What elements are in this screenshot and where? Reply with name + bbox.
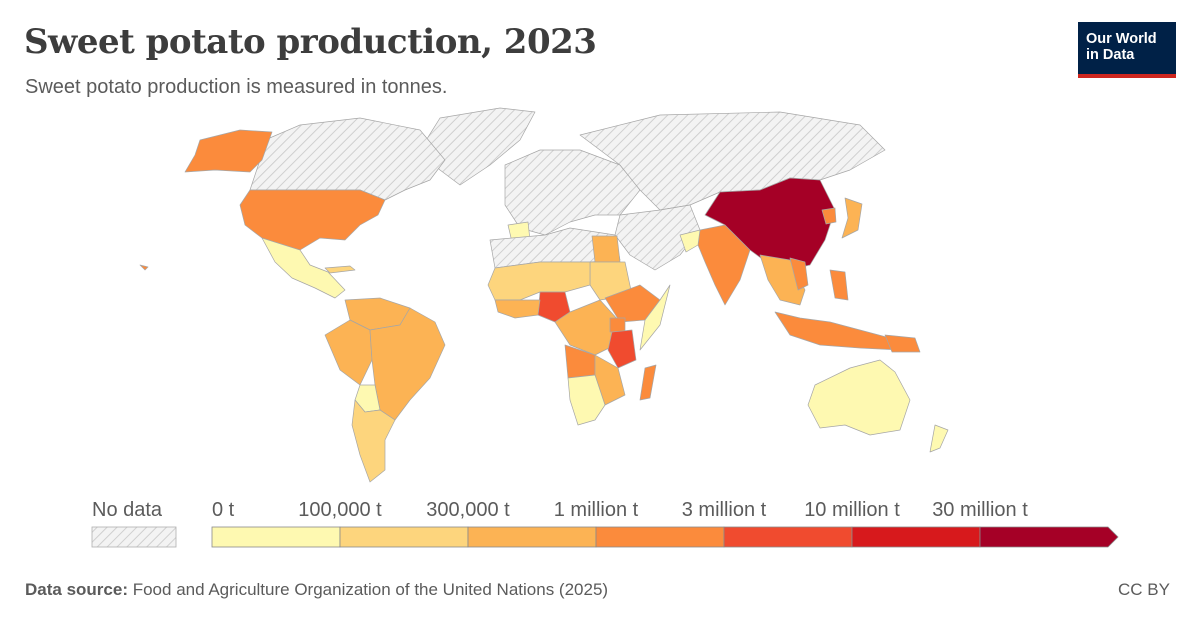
legend-bin-label: 30 million t <box>932 499 1028 521</box>
legend-bin-swatch[interactable] <box>339 526 469 548</box>
legend-no-data-label: No data <box>92 499 163 521</box>
region-greenland[interactable] <box>419 107 536 186</box>
legend-bin-label: 0 t <box>212 499 235 521</box>
legend-bin-swatch[interactable] <box>851 526 981 548</box>
world-map <box>139 107 949 483</box>
region-papua[interactable] <box>884 334 921 353</box>
legend-bin-label: 100,000 t <box>298 499 382 521</box>
region-tanzania[interactable] <box>607 329 637 369</box>
legend-bin-label: 3 million t <box>682 499 767 521</box>
logo-line-1: Our World <box>1086 31 1157 47</box>
legend: No data 0 t 100,000 t 300,000 t 1 million t… <box>91 499 1119 548</box>
chart-title: Sweet potato production, 2023 <box>24 22 597 62</box>
region-korea[interactable] <box>821 207 837 225</box>
region-hawaii[interactable] <box>139 264 149 271</box>
region-southern-africa[interactable] <box>567 374 606 426</box>
footer-source-text: Food and Agriculture Organization of the… <box>132 580 609 599</box>
region-somalia[interactable] <box>639 284 671 351</box>
legend-bins: 0 t 100,000 t 300,000 t 1 million t 3 millio… <box>211 499 1119 548</box>
region-guinea-coast[interactable] <box>494 299 541 319</box>
region-united-states[interactable] <box>239 189 386 251</box>
logo-line-2: in Data <box>1086 47 1135 63</box>
region-mexico[interactable] <box>261 237 346 299</box>
legend-bin-swatch[interactable] <box>467 526 597 548</box>
region-pakistan[interactable] <box>679 229 701 253</box>
region-new-zealand[interactable] <box>929 424 949 453</box>
legend-bin-label: 1 million t <box>554 499 639 521</box>
region-argentina[interactable] <box>351 399 396 483</box>
footer-source: Data source: Food and Agriculture Organi… <box>25 580 608 600</box>
legend-bin-swatch[interactable] <box>595 526 725 548</box>
legend-no-data-swatch <box>91 526 177 548</box>
legend-bin-swatch[interactable] <box>723 526 853 548</box>
region-madagascar[interactable] <box>639 364 657 401</box>
legend-bin-swatch[interactable] <box>211 526 341 548</box>
region-brazil[interactable] <box>369 307 446 421</box>
region-australia[interactable] <box>807 359 911 436</box>
region-philippines[interactable] <box>829 269 849 301</box>
legend-bin-swatch[interactable] <box>979 526 1119 548</box>
region-japan[interactable] <box>841 197 863 239</box>
region-canada[interactable] <box>249 117 446 201</box>
region-alaska[interactable] <box>184 129 273 173</box>
legend-bin-label: 10 million t <box>804 499 900 521</box>
region-vietnam[interactable] <box>789 257 809 291</box>
region-caribbean[interactable] <box>324 265 356 274</box>
footer-source-label: Data source: <box>25 580 128 599</box>
legend-bin-label: 300,000 t <box>426 499 510 521</box>
chart-subtitle: Sweet potato production is measured in t… <box>25 76 448 98</box>
region-middle-east[interactable] <box>614 204 701 271</box>
owid-logo[interactable]: Our World in Data <box>1078 22 1176 78</box>
footer-license[interactable]: CC BY <box>1118 580 1170 599</box>
region-mozambique[interactable] <box>594 354 626 406</box>
region-china[interactable] <box>704 177 836 273</box>
